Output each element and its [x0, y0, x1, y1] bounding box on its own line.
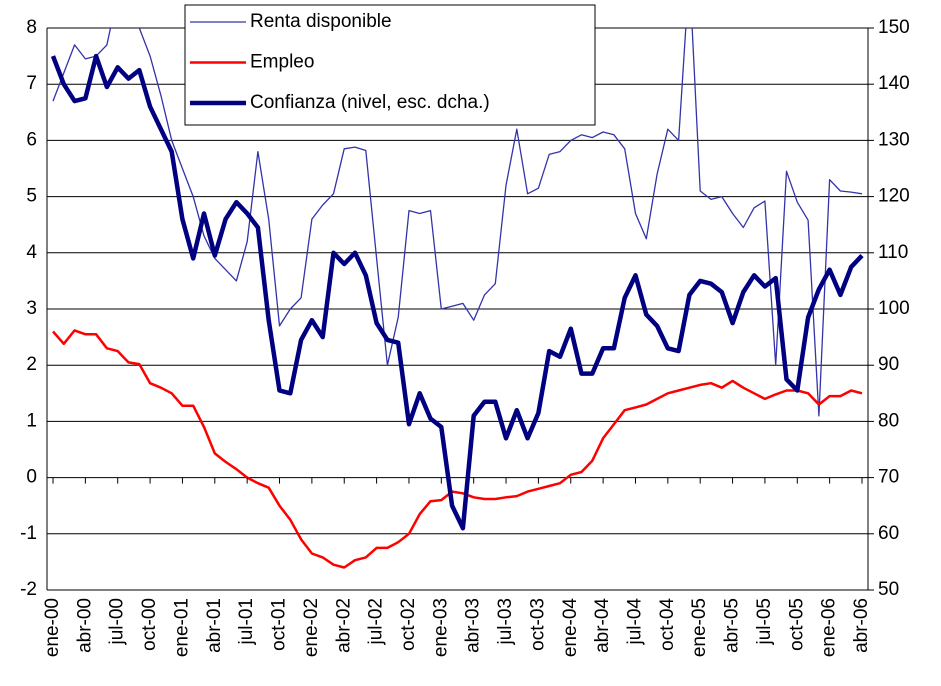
- x-tick-label: ene-01: [171, 598, 192, 657]
- x-tick-label: ene-06: [819, 598, 840, 657]
- x-tick-label: abr-01: [204, 598, 225, 653]
- x-tick-label: abr-04: [592, 598, 613, 653]
- y-tick-label: 2: [26, 354, 37, 375]
- axis-labels: -2 -1 0 1 2 3 4 5 6 7 8 50 60 70 80 90 100 110 120 130 140 15…: [20, 17, 910, 657]
- y-tick-label: 4: [26, 242, 37, 263]
- y2-tick-label: 60: [878, 523, 899, 544]
- x-tick-label: jul-03: [495, 598, 516, 645]
- x-tick-label: jul-05: [754, 598, 775, 645]
- y2-tick-label: 110: [878, 242, 908, 263]
- y-tick-label: 5: [26, 186, 37, 207]
- x-tick-label: oct-02: [398, 598, 419, 651]
- x-tick-label: abr-03: [463, 598, 484, 653]
- series-line: [52, 329, 863, 569]
- x-tick-label: jul-00: [107, 598, 128, 645]
- x-tick-label: abr-02: [333, 598, 354, 653]
- x-tick-label: jul-02: [366, 598, 387, 645]
- x-tick-label: abr-06: [851, 598, 872, 653]
- y-tick-label: -1: [20, 523, 37, 544]
- y-tick-label: -2: [20, 579, 37, 600]
- y-tick-label: 3: [26, 298, 37, 319]
- legend-label: Renta disponible: [250, 11, 392, 32]
- x-tick-label: ene-04: [560, 598, 581, 658]
- y-tick-label: 0: [26, 467, 37, 488]
- y2-tick-label: 140: [878, 73, 910, 94]
- x-tick-label: abr-00: [74, 598, 95, 653]
- plot-lines: [50, 28, 864, 569]
- y2-tick-label: 120: [878, 186, 910, 207]
- x-tick-label: oct-03: [527, 598, 548, 651]
- x-tick-label: abr-05: [722, 598, 743, 653]
- x-tick-label: ene-05: [689, 598, 710, 657]
- series-line: [50, 53, 864, 531]
- legend: Renta disponible Empleo Confianza (nivel, …: [184, 4, 596, 126]
- x-tick-label: oct-05: [786, 598, 807, 651]
- grid: [47, 27, 868, 591]
- x-tick-label: jul-04: [624, 598, 645, 646]
- legend-label: Confianza (nivel, esc. dcha.): [250, 92, 490, 113]
- y2-tick-label: 100: [878, 298, 910, 319]
- x-tick-label: jul-01: [236, 598, 257, 645]
- y-tick-label: 7: [26, 73, 37, 94]
- y2-tick-label: 150: [878, 17, 910, 38]
- y-tick-label: 8: [26, 17, 37, 38]
- x-tick-label: oct-01: [269, 598, 290, 651]
- y2-tick-label: 130: [878, 129, 910, 150]
- y2-tick-label: 90: [878, 354, 899, 375]
- y2-tick-label: 70: [878, 467, 899, 488]
- x-tick-label: oct-00: [139, 598, 160, 651]
- series-line: [52, 28, 863, 417]
- x-tick-label: oct-04: [657, 598, 678, 651]
- x-tick-label: ene-02: [301, 598, 322, 657]
- y2-tick-label: 80: [878, 410, 899, 431]
- legend-box: [184, 4, 596, 126]
- y-tick-label: 6: [26, 129, 37, 150]
- legend-label: Empleo: [250, 52, 314, 73]
- y2-tick-label: 50: [878, 579, 899, 600]
- x-tick-label: ene-00: [42, 598, 63, 657]
- y-tick-label: 1: [26, 410, 37, 431]
- x-tick-label: ene-03: [430, 598, 451, 657]
